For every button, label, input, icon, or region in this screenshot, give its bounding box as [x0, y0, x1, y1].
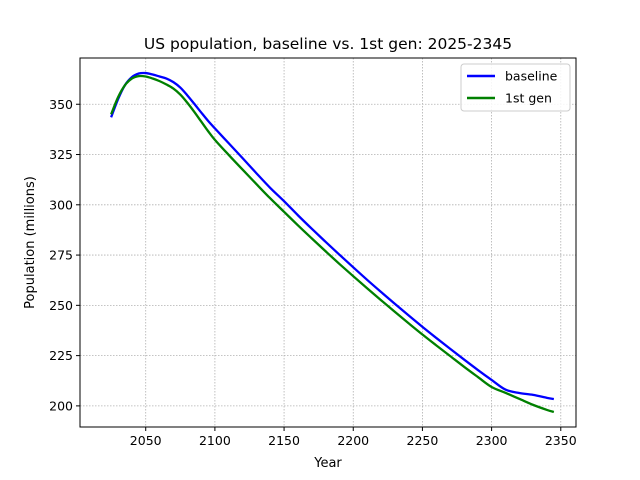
x-tick-label: 2350: [545, 433, 577, 448]
y-tick-label: 350: [49, 97, 73, 112]
y-tick-label: 275: [49, 248, 73, 263]
series-lines: [110, 71, 555, 414]
x-tick-label: 2100: [199, 433, 231, 448]
chart-title: US population, baseline vs. 1st gen: 202…: [144, 35, 512, 53]
series-line-baseline: [110, 71, 555, 401]
y-tick-label: 225: [49, 348, 73, 363]
y-tick-label: 250: [49, 298, 73, 313]
legend-label-1st-gen: 1st gen: [505, 91, 552, 106]
legend: baseline 1st gen: [460, 63, 571, 112]
x-tick-label: 2250: [407, 433, 439, 448]
plot-area-frame: [79, 57, 577, 428]
x-axis-label: Year: [313, 456, 342, 471]
x-tick-label: 2050: [130, 433, 162, 448]
x-tick-label: 2300: [476, 433, 508, 448]
x-tick-label: 2200: [337, 433, 369, 448]
y-tick-label: 200: [49, 398, 73, 413]
y-tick-label: 300: [49, 197, 73, 212]
y-tick-label: 325: [49, 147, 73, 162]
x-tick-label: 2150: [268, 433, 300, 448]
legend-label-baseline: baseline: [505, 69, 558, 84]
series-line-1st-gen: [110, 74, 555, 414]
grid: [80, 58, 576, 427]
axis-ticks: 2050 2100 2150 2200 2250 2300 2350 200 225 250 275…: [49, 97, 577, 448]
y-axis-label: Population (millions): [23, 176, 38, 309]
